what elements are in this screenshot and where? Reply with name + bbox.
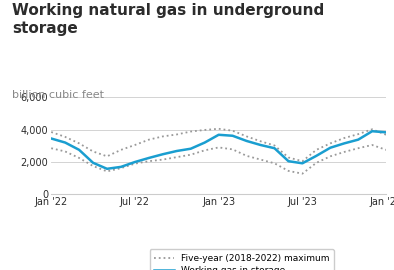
- Text: billion cubic feet: billion cubic feet: [12, 90, 104, 100]
- Text: Working natural gas in underground
storage: Working natural gas in underground stora…: [12, 3, 324, 36]
- Legend: Five-year (2018-2022) maximum, Working gas in storage, Five-year (2018-2022) min: Five-year (2018-2022) maximum, Working g…: [149, 249, 334, 270]
